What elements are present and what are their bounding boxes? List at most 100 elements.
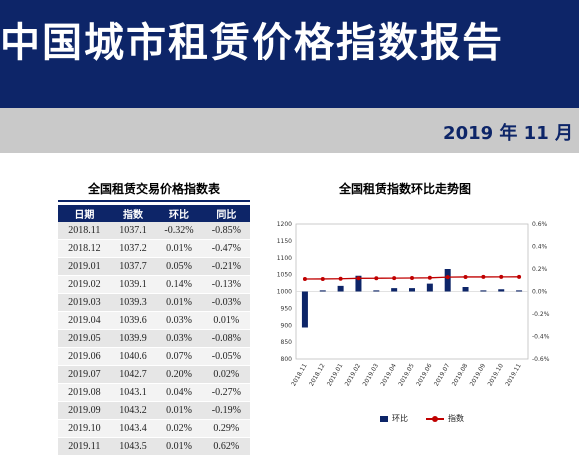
table-row: 2019.06 1040.6 0.07% -0.05% bbox=[58, 348, 250, 366]
x-tick-label: 2019.06 bbox=[415, 362, 434, 387]
cell-yoy: 0.01% bbox=[202, 312, 250, 330]
cell-date: 2019.03 bbox=[58, 294, 111, 312]
cell-mom: 0.01% bbox=[155, 240, 203, 258]
cell-yoy: -0.08% bbox=[202, 330, 250, 348]
cell-index: 1043.4 bbox=[110, 420, 156, 438]
y-left-tick-label: 1150 bbox=[277, 238, 292, 245]
cell-mom: 0.20% bbox=[155, 366, 203, 384]
x-tick-label: 2019.09 bbox=[469, 362, 488, 387]
x-tick-label: 2019.03 bbox=[362, 362, 381, 387]
col-header-index: 指数 bbox=[110, 205, 156, 222]
cell-yoy: 0.29% bbox=[202, 420, 250, 438]
chart-legend: 环比 指数 bbox=[380, 413, 464, 424]
cell-date: 2019.10 bbox=[58, 420, 111, 438]
table-row: 2019.05 1039.9 0.03% -0.08% bbox=[58, 330, 250, 348]
point-index bbox=[463, 274, 468, 279]
x-tick-label: 2019.07 bbox=[433, 362, 452, 387]
bar-mom bbox=[373, 290, 380, 292]
cell-yoy: 0.62% bbox=[202, 438, 250, 456]
cell-yoy: -0.21% bbox=[202, 258, 250, 276]
legend-bar-swatch bbox=[380, 415, 388, 422]
point-index bbox=[320, 276, 325, 281]
x-tick-label: 2018.12 bbox=[308, 362, 327, 387]
point-index bbox=[445, 275, 450, 280]
col-header-date: 日期 bbox=[58, 205, 111, 222]
cell-mom: 0.01% bbox=[155, 402, 203, 420]
cell-date: 2019.05 bbox=[58, 330, 111, 348]
legend-label-index: 指数 bbox=[448, 414, 464, 423]
bar-mom bbox=[462, 287, 469, 292]
cell-index: 1037.7 bbox=[110, 258, 156, 276]
cell-date: 2019.08 bbox=[58, 384, 111, 402]
point-index bbox=[481, 274, 486, 279]
cell-index: 1037.2 bbox=[110, 240, 156, 258]
cell-index: 1039.6 bbox=[110, 312, 156, 330]
point-index bbox=[302, 276, 307, 281]
legend-line-swatch bbox=[426, 415, 444, 422]
point-index bbox=[356, 276, 361, 281]
cell-index: 1039.1 bbox=[110, 276, 156, 294]
cell-yoy: 0.02% bbox=[202, 366, 250, 384]
y-left-tick-label: 900 bbox=[281, 322, 293, 329]
table-row: 2019.03 1039.3 0.01% -0.03% bbox=[58, 294, 250, 312]
cell-date: 2019.02 bbox=[58, 276, 111, 294]
point-index bbox=[410, 276, 414, 281]
x-tick-label: 2019.08 bbox=[451, 362, 470, 387]
point-index bbox=[392, 276, 397, 281]
point-index bbox=[517, 274, 522, 279]
table-row: 2019.10 1043.4 0.02% 0.29% bbox=[58, 420, 250, 438]
bar-mom bbox=[337, 285, 344, 292]
cell-mom: -0.32% bbox=[155, 222, 203, 240]
cell-yoy: -0.19% bbox=[202, 402, 250, 420]
report-title: 中国城市租赁价格指数报告 bbox=[0, 20, 504, 66]
y-left-tick-label: 850 bbox=[281, 339, 293, 346]
table-row: 2019.02 1039.1 0.14% -0.13% bbox=[58, 276, 250, 294]
table-header-row: 日期 指数 环比 同比 bbox=[58, 205, 250, 222]
chart-title: 全国租赁指数环比走势图 bbox=[338, 182, 471, 196]
cell-date: 2019.07 bbox=[58, 366, 111, 384]
cell-index: 1043.2 bbox=[110, 402, 156, 420]
x-tick-label: 2019.04 bbox=[379, 362, 398, 387]
cell-yoy: -0.05% bbox=[202, 348, 250, 366]
cell-yoy: -0.13% bbox=[202, 276, 250, 294]
bar-mom bbox=[391, 288, 398, 292]
y-right-tick-label: 0.0% bbox=[532, 289, 548, 296]
cell-mom: 0.02% bbox=[155, 420, 203, 438]
table-row: 2019.01 1037.7 0.05% -0.21% bbox=[58, 258, 250, 276]
bar-mom bbox=[409, 288, 415, 292]
cell-date: 2018.12 bbox=[58, 240, 111, 258]
cell-date: 2019.01 bbox=[58, 258, 111, 276]
x-tick-label: 2019.02 bbox=[344, 362, 363, 387]
table-row: 2019.07 1042.7 0.20% 0.02% bbox=[58, 366, 250, 384]
y-right-tick-label: -0.2% bbox=[532, 311, 550, 318]
cell-mom: 0.03% bbox=[155, 312, 203, 330]
y-right-tick-label: 0.6% bbox=[532, 221, 548, 228]
table-row: 2019.11 1043.5 0.01% 0.62% bbox=[58, 438, 250, 456]
point-index bbox=[499, 274, 504, 279]
cell-date: 2019.09 bbox=[58, 402, 111, 420]
date-band bbox=[0, 108, 579, 153]
bar-mom bbox=[480, 290, 487, 292]
y-left-tick-label: 800 bbox=[281, 356, 293, 363]
cell-date: 2018.11 bbox=[58, 222, 111, 240]
point-index bbox=[427, 275, 432, 280]
cell-mom: 0.07% bbox=[155, 348, 203, 366]
cell-index: 1043.1 bbox=[110, 384, 156, 402]
cell-index: 1040.6 bbox=[110, 348, 156, 366]
header-banner: 中国城市租赁价格指数报告 bbox=[0, 0, 579, 108]
cell-date: 2019.04 bbox=[58, 312, 111, 330]
cell-yoy: -0.85% bbox=[202, 222, 250, 240]
y-right-tick-label: 0.2% bbox=[532, 266, 548, 273]
cell-index: 1039.3 bbox=[110, 294, 156, 312]
bar-mom bbox=[301, 291, 308, 328]
table-title: 全国租赁交易价格指数表 bbox=[58, 180, 250, 202]
y-right-tick-label: 0.4% bbox=[532, 244, 548, 251]
bar-mom bbox=[319, 290, 326, 292]
cell-date: 2019.06 bbox=[58, 348, 111, 366]
cell-yoy: -0.03% bbox=[202, 294, 250, 312]
y-left-tick-label: 950 bbox=[281, 305, 293, 312]
cell-yoy: -0.27% bbox=[202, 384, 250, 402]
table-row: 2018.11 1037.1 -0.32% -0.85% bbox=[58, 222, 250, 240]
col-header-yoy: 同比 bbox=[202, 205, 250, 222]
cell-mom: 0.01% bbox=[155, 438, 203, 456]
